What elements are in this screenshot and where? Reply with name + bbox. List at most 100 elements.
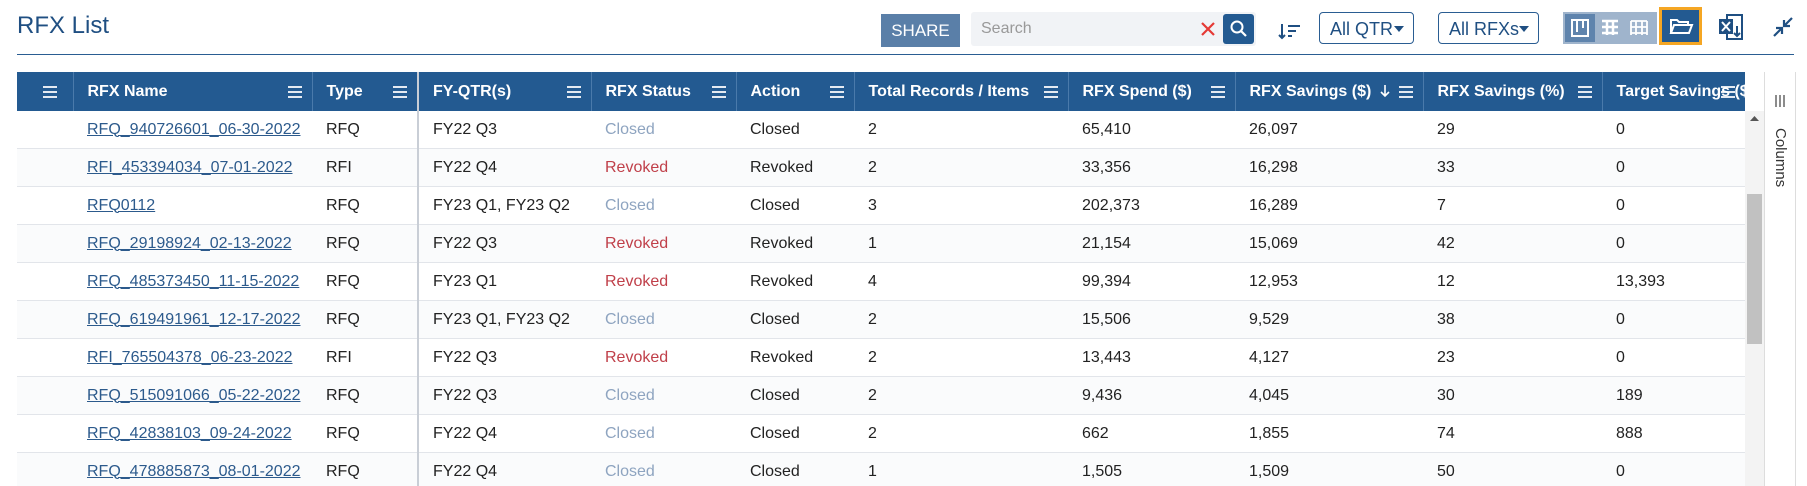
column-header: Total Records / Items: [868, 82, 1030, 100]
table-cell: RFQ_29198924_02-13-2022: [73, 224, 312, 263]
view-toggle[interactable]: [1563, 12, 1657, 44]
table-cell: Revoked: [591, 262, 736, 301]
table-cell: 9,529: [1235, 300, 1423, 339]
columns-tab[interactable]: Columns: [1772, 128, 1789, 188]
cell-text: 0: [1616, 158, 1625, 176]
sort-icon[interactable]: [1278, 20, 1302, 42]
table-cell: 33,356: [1068, 148, 1235, 187]
table-cell: RFQ: [312, 452, 419, 486]
column-menu-icon[interactable]: [287, 86, 302, 98]
cell-text: Revoked: [750, 348, 814, 366]
cell-text: FY23 Q1: [433, 272, 498, 290]
cell-text: 0: [1616, 234, 1625, 252]
table-row: RFQ_42838103_09-24-2022 RFQ FY22 Q4 Closed C…: [17, 414, 1745, 453]
rfx-link[interactable]: RFQ_29198924_02-13-2022: [87, 234, 292, 252]
cell-text: Revoked: [750, 158, 814, 176]
column-menu-icon[interactable]: [711, 86, 726, 98]
collapse-icon[interactable]: [1770, 14, 1796, 40]
column-header: FY-QTR(s): [433, 82, 512, 100]
cell-text: FY23 Q1, FY23 Q2: [433, 310, 570, 328]
cell-text: 2: [868, 348, 877, 366]
cell-text: 189: [1616, 386, 1643, 404]
status-text: Closed: [605, 120, 655, 138]
row-handle-cell: [17, 186, 73, 225]
rfx-filter[interactable]: All RFXs: [1438, 12, 1539, 44]
column-header: RFX Name: [87, 82, 168, 100]
rfx-link[interactable]: RFI_765504378_06-23-2022: [87, 348, 293, 366]
search-button[interactable]: [1223, 14, 1254, 44]
table-row: RFQ0112 RFQ FY23 Q1, FY23 Q2 Closed Closed 3 2…: [17, 186, 1745, 225]
table-cell: 12: [1423, 262, 1602, 301]
cell-text: RFQ: [326, 196, 360, 214]
header-cell: [17, 72, 74, 111]
row-handle-cell: [17, 300, 73, 339]
rfx-link[interactable]: RFQ_485373450_11-15-2022: [87, 272, 300, 290]
table-cell: 0: [1602, 338, 1745, 377]
column-menu-icon[interactable]: [566, 86, 581, 98]
open-folder-button[interactable]: [1659, 7, 1702, 45]
cell-text: 662: [1082, 424, 1109, 442]
table-cell: RFQ: [312, 414, 419, 453]
scroll-up[interactable]: [1745, 111, 1764, 125]
column-menu-icon[interactable]: [42, 86, 57, 98]
row-handle-cell: [17, 338, 73, 377]
row-handle-cell: [17, 111, 73, 149]
quarter-filter[interactable]: All QTR: [1319, 12, 1414, 44]
cell-text: 33,356: [1082, 158, 1131, 176]
rfx-link[interactable]: RFQ_619491961_12-17-2022: [87, 310, 301, 328]
table-cell: 3: [854, 186, 1068, 225]
rfx-link[interactable]: RFQ_478885873_08-01-2022: [87, 462, 301, 480]
header-cell: RFX Name: [73, 72, 313, 111]
table-cell: Closed: [736, 111, 854, 149]
column-menu-icon[interactable]: [1720, 86, 1735, 98]
column-menu-icon[interactable]: [1043, 86, 1058, 98]
rfx-link[interactable]: RFQ_42838103_09-24-2022: [87, 424, 292, 442]
excel-export-icon[interactable]: [1717, 12, 1745, 42]
table-cell: Revoked: [591, 224, 736, 263]
table-cell: Closed: [591, 186, 736, 225]
table-cell: Closed: [736, 452, 854, 486]
cell-text: FY22 Q3: [433, 234, 498, 252]
table-cell: 0: [1602, 111, 1745, 149]
column-menu-icon[interactable]: [829, 86, 844, 98]
side-panel: [1764, 72, 1796, 486]
header-cell: Total Records / Items: [854, 72, 1069, 111]
table-cell: 99,394: [1068, 262, 1235, 301]
clear-icon[interactable]: [1199, 20, 1217, 38]
scroll-thumb[interactable]: [1747, 194, 1762, 344]
sort-indicator: [1380, 85, 1390, 98]
column-menu-icon[interactable]: [1577, 86, 1592, 98]
table-cell: FY23 Q1: [418, 262, 591, 301]
column-header: Type: [326, 82, 363, 100]
cell-text: 4: [868, 272, 877, 290]
table-cell: RFQ: [312, 224, 419, 263]
cell-text: 13,443: [1082, 348, 1131, 366]
rfx-link[interactable]: RFQ0112: [87, 196, 156, 214]
table-cell: 0: [1602, 300, 1745, 339]
rfx-link[interactable]: RFQ_515091066_05-22-2022: [87, 386, 301, 404]
column-menu-icon[interactable]: [1398, 86, 1413, 98]
table-cell: 4,045: [1235, 376, 1423, 415]
cell-text: 888: [1616, 424, 1643, 442]
column-menu-icon[interactable]: [393, 86, 407, 98]
column-menu-icon[interactable]: [1210, 86, 1225, 98]
rfx-link[interactable]: RFI_453394034_07-01-2022: [87, 158, 293, 176]
cell-text: RFQ: [326, 462, 360, 480]
cell-text: FY23 Q1, FY23 Q2: [433, 196, 570, 214]
cell-text: Closed: [750, 386, 800, 404]
rfx-link[interactable]: RFQ_940726601_06-30-2022: [87, 120, 301, 138]
cell-text: RFQ: [326, 234, 360, 252]
share-button[interactable]: SHARE: [881, 14, 960, 47]
table-cell: 1,855: [1235, 414, 1423, 453]
cell-text: 0: [1616, 120, 1625, 138]
table-cell: FY22 Q3: [418, 338, 591, 377]
search-box[interactable]: Search: [971, 12, 1256, 46]
table-cell: Closed: [736, 300, 854, 339]
table-cell: 4: [854, 262, 1068, 301]
cell-text: 99,394: [1082, 272, 1131, 290]
cell-text: 65,410: [1082, 120, 1131, 138]
table-cell: 65,410: [1068, 111, 1235, 149]
cell-text: Closed: [750, 424, 800, 442]
table-cell: FY22 Q3: [418, 376, 591, 415]
table-cell: 2: [854, 300, 1068, 339]
